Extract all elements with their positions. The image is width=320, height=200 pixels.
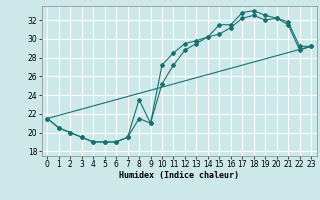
X-axis label: Humidex (Indice chaleur): Humidex (Indice chaleur) [119, 171, 239, 180]
